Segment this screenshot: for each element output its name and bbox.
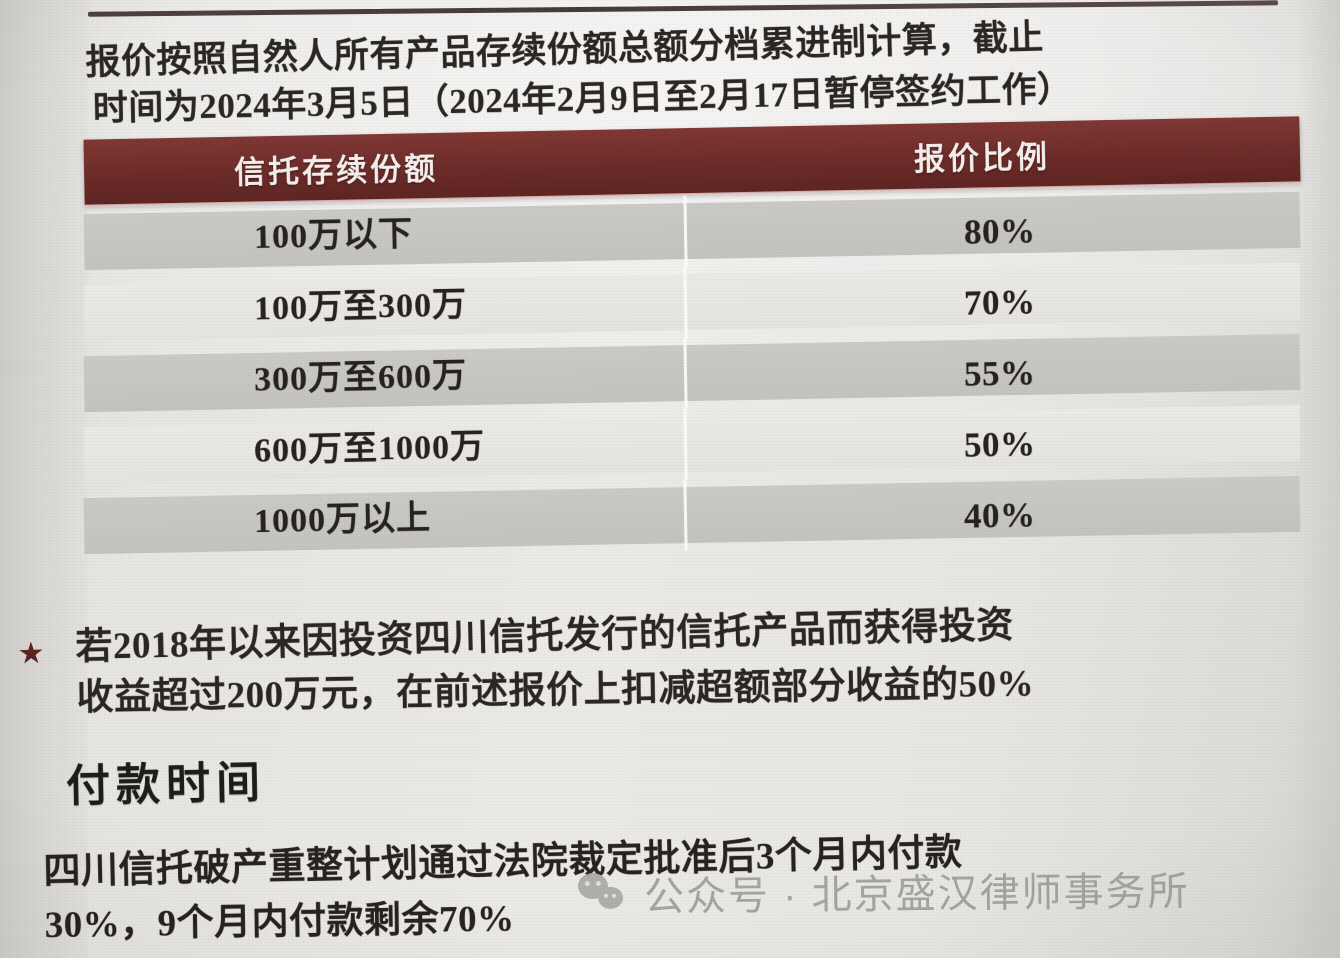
cell-rate: 50% xyxy=(963,423,1036,465)
page-left-margin xyxy=(0,0,88,958)
column-header-rate: 报价比例 xyxy=(913,139,1051,178)
cell-tier: 100万至300万 xyxy=(253,286,468,327)
table-header-banner: 信托存续份额 报价比例 xyxy=(83,116,1301,206)
payment-line-1: 四川信托破产重整计划通过法院裁定批准后3个月内付款 xyxy=(43,832,963,893)
cell-tier: 1000万以上 xyxy=(253,499,432,540)
payment-section-title: 付款时间 xyxy=(65,758,267,811)
table-row: 100万以下 80% xyxy=(83,191,1301,271)
cell-tier: 600万至1000万 xyxy=(253,427,486,470)
table-row: 1000万以上 40% xyxy=(83,475,1301,555)
table-row: 100万至300万 70% xyxy=(83,262,1301,342)
page-right-edge xyxy=(1296,0,1340,958)
cell-rate: 55% xyxy=(963,352,1036,394)
table-row: 300万至600万 55% xyxy=(83,333,1301,413)
cell-rate: 40% xyxy=(963,494,1036,536)
table-row: 600万至1000万 50% xyxy=(83,404,1301,484)
cell-rate: 70% xyxy=(963,281,1036,323)
cell-tier: 300万至600万 xyxy=(253,357,468,398)
cell-tier: 100万以下 xyxy=(253,215,414,256)
table-rows: 100万以下 80% 100万至300万 70% 300万至600万 55% 6… xyxy=(83,191,1301,555)
pricing-table: 信托存续份额 报价比例 100万以下 80% 100万至300万 70% 300… xyxy=(83,116,1301,555)
star-bullet-icon: ★ xyxy=(17,636,45,671)
column-header-tier: 信托存续份额 xyxy=(233,151,439,191)
cell-rate: 80% xyxy=(963,210,1036,252)
